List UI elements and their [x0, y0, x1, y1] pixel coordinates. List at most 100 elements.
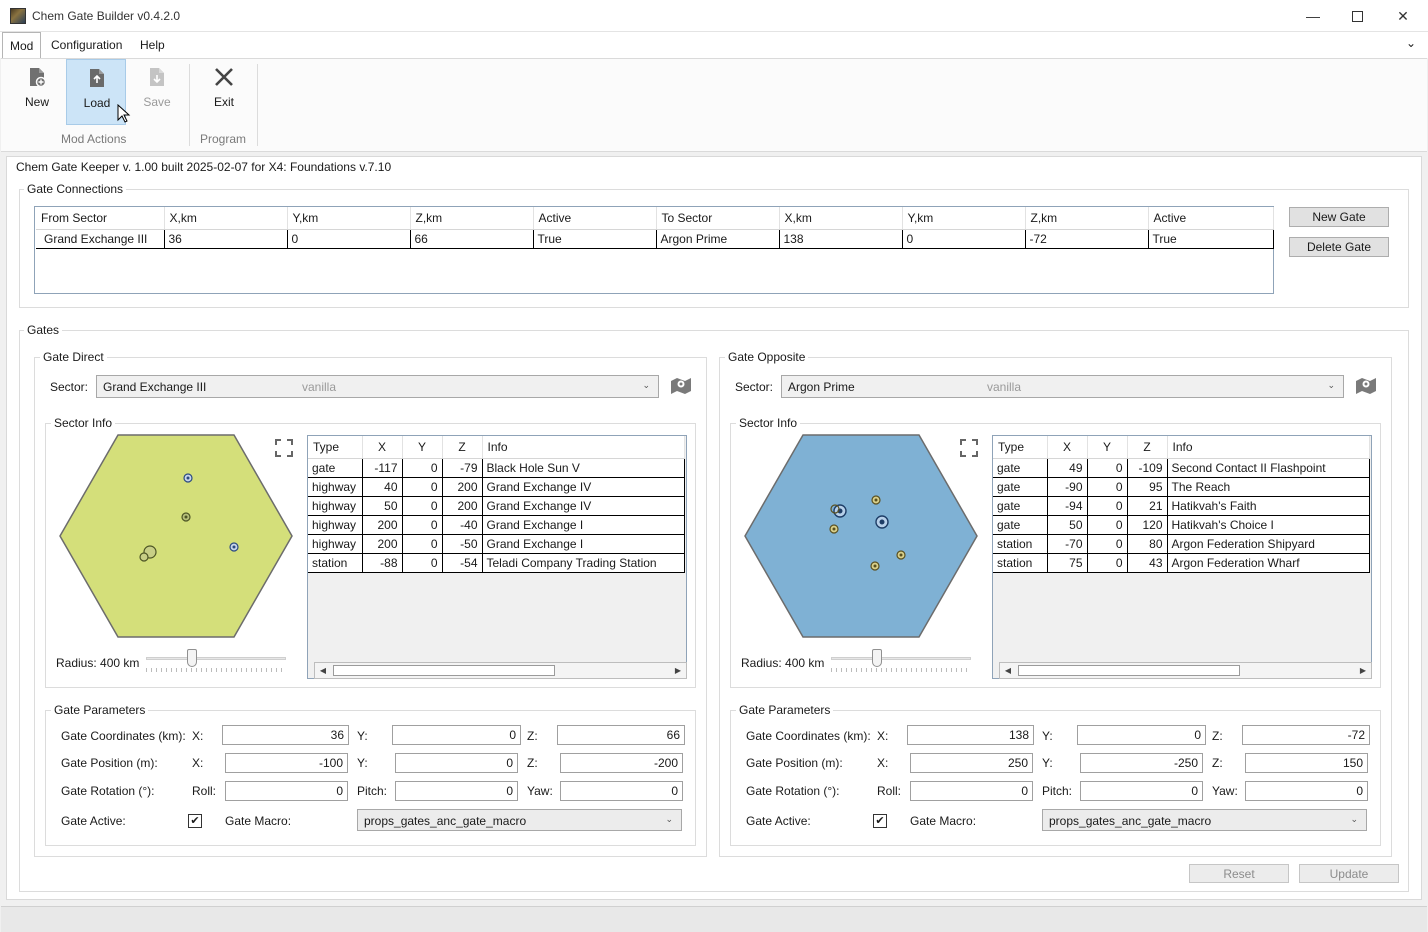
cell[interactable]: Black Hole Sun V: [482, 458, 685, 478]
cell[interactable]: station: [308, 553, 363, 573]
opposite-sector-hex-map[interactable]: [743, 433, 979, 639]
cell[interactable]: 0: [1087, 534, 1128, 554]
menu-mod[interactable]: Mod: [2, 32, 42, 58]
cell[interactable]: 43: [1127, 553, 1168, 573]
table-row[interactable]: highway 200 0 -50 Grand Exchange I: [308, 534, 685, 554]
direct-coord-x-input[interactable]: 36: [222, 725, 349, 745]
table-row[interactable]: highway 40 0 200 Grand Exchange IV: [308, 477, 685, 497]
direct-yaw-input[interactable]: 0: [560, 781, 683, 801]
table-row[interactable]: gate -117 0 -79 Black Hole Sun V: [308, 458, 685, 478]
cell[interactable]: Grand Exchange I: [482, 534, 685, 554]
menu-help[interactable]: Help: [140, 38, 165, 52]
table-row[interactable]: gate -94 0 21 Hatikvah's Faith: [993, 496, 1370, 516]
cell[interactable]: 0: [1087, 553, 1128, 573]
col-to-active[interactable]: Active: [1148, 207, 1274, 230]
col-y[interactable]: Y: [1087, 436, 1128, 459]
cell[interactable]: highway: [308, 534, 363, 554]
cell[interactable]: -40: [442, 515, 483, 535]
delete-gate-button[interactable]: Delete Gate: [1289, 237, 1389, 257]
cell[interactable]: highway: [308, 477, 363, 497]
direct-table-hscroll[interactable]: ◀ ▶: [314, 662, 687, 679]
direct-coord-y-input[interactable]: 0: [392, 725, 521, 745]
col-y[interactable]: Y: [402, 436, 443, 459]
cell[interactable]: 0: [1087, 496, 1128, 516]
cell[interactable]: -54: [442, 553, 483, 573]
opposite-roll-input[interactable]: 0: [910, 781, 1033, 801]
cell[interactable]: 138: [779, 229, 903, 249]
cell[interactable]: 0: [902, 229, 1026, 249]
cell[interactable]: 200: [362, 515, 403, 535]
cell[interactable]: 0: [402, 553, 443, 573]
cell[interactable]: True: [533, 229, 657, 249]
direct-coord-z-input[interactable]: 66: [557, 725, 685, 745]
direct-active-checkbox[interactable]: ✔: [188, 814, 202, 828]
opposite-pos-z-input[interactable]: 150: [1245, 753, 1368, 773]
opposite-sector-select[interactable]: Argon Prime vanilla ⌄: [781, 375, 1344, 398]
scroll-right-icon[interactable]: ▶: [1359, 666, 1367, 675]
opposite-coord-z-input[interactable]: -72: [1242, 725, 1370, 745]
cell[interactable]: -94: [1047, 496, 1088, 516]
cell[interactable]: 80: [1127, 534, 1168, 554]
col-z[interactable]: Z: [442, 436, 483, 459]
cell[interactable]: Hatikvah's Faith: [1167, 496, 1370, 516]
cell[interactable]: 95: [1127, 477, 1168, 497]
minimize-button[interactable]: —: [1290, 0, 1336, 32]
scroll-left-icon[interactable]: ◀: [1004, 666, 1012, 675]
cell[interactable]: -70: [1047, 534, 1088, 554]
expand-fullscreen-icon[interactable]: [959, 438, 979, 458]
cell[interactable]: Grand Exchange I: [482, 515, 685, 535]
table-row[interactable]: station -88 0 -54 Teladi Company Trading Sta…: [308, 553, 685, 573]
reset-button[interactable]: Reset: [1189, 864, 1289, 883]
direct-radius-slider-track[interactable]: [146, 657, 286, 660]
table-row[interactable]: gate -90 0 95 The Reach: [993, 477, 1370, 497]
cell[interactable]: Grand Exchange III: [36, 229, 165, 249]
cell[interactable]: station: [993, 534, 1048, 554]
cell[interactable]: The Reach: [1167, 477, 1370, 497]
opposite-active-checkbox[interactable]: ✔: [873, 814, 887, 828]
col-from-sector[interactable]: From Sector: [36, 207, 165, 230]
col-to-y[interactable]: Y,km: [902, 207, 1026, 230]
cell[interactable]: 0: [402, 515, 443, 535]
cell[interactable]: -90: [1047, 477, 1088, 497]
scroll-right-icon[interactable]: ▶: [674, 666, 682, 675]
direct-sector-select[interactable]: Grand Exchange III vanilla ⌄: [96, 375, 659, 398]
cell[interactable]: 21: [1127, 496, 1168, 516]
direct-pos-z-input[interactable]: -200: [560, 753, 683, 773]
col-from-active[interactable]: Active: [533, 207, 657, 230]
cell[interactable]: -117: [362, 458, 403, 478]
cell[interactable]: 75: [1047, 553, 1088, 573]
col-to-sector[interactable]: To Sector: [656, 207, 780, 230]
exit-button[interactable]: Exit: [194, 59, 254, 125]
cell[interactable]: 0: [1087, 458, 1128, 478]
col-to-z[interactable]: Z,km: [1025, 207, 1149, 230]
ribbon-collapse-chevron-icon[interactable]: ⌄: [1406, 36, 1417, 50]
menu-configuration[interactable]: Configuration: [51, 38, 123, 52]
direct-sector-hex-map[interactable]: [58, 433, 294, 639]
opposite-table-hscroll[interactable]: ◀ ▶: [999, 662, 1372, 679]
direct-pitch-input[interactable]: 0: [395, 781, 518, 801]
cell[interactable]: 0: [402, 496, 443, 516]
cell[interactable]: Argon Federation Shipyard: [1167, 534, 1370, 554]
col-x[interactable]: X: [1047, 436, 1088, 459]
direct-pos-x-input[interactable]: -100: [225, 753, 348, 773]
new-gate-button[interactable]: New Gate: [1289, 207, 1389, 227]
cell[interactable]: Argon Federation Wharf: [1167, 553, 1370, 573]
opposite-coord-x-input[interactable]: 138: [907, 725, 1034, 745]
cell[interactable]: 0: [402, 477, 443, 497]
cell[interactable]: highway: [308, 515, 363, 535]
table-row[interactable]: station -70 0 80 Argon Federation Shipyard: [993, 534, 1370, 554]
col-z[interactable]: Z: [1127, 436, 1168, 459]
cell[interactable]: -72: [1025, 229, 1149, 249]
cell[interactable]: gate: [993, 458, 1048, 478]
cell[interactable]: 0: [402, 458, 443, 478]
col-info[interactable]: Info: [482, 436, 685, 459]
direct-roll-input[interactable]: 0: [225, 781, 348, 801]
col-type[interactable]: Type: [308, 436, 363, 459]
cell[interactable]: Grand Exchange IV: [482, 477, 685, 497]
col-from-z[interactable]: Z,km: [410, 207, 534, 230]
cell[interactable]: gate: [993, 515, 1048, 535]
expand-fullscreen-icon[interactable]: [274, 438, 294, 458]
cell[interactable]: 49: [1047, 458, 1088, 478]
opposite-yaw-input[interactable]: 0: [1245, 781, 1368, 801]
opposite-pos-y-input[interactable]: -250: [1080, 753, 1203, 773]
